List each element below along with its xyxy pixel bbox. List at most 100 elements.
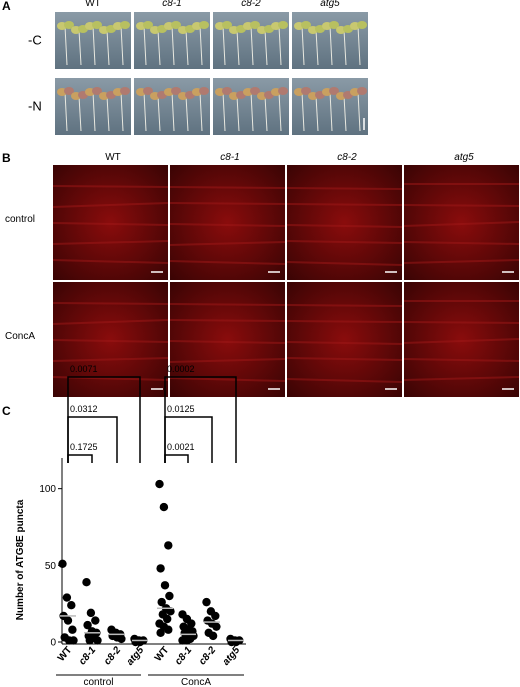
data-point bbox=[211, 611, 220, 621]
data-point bbox=[165, 591, 174, 601]
cell-wall bbox=[286, 357, 403, 361]
p-value: 0.0021 bbox=[167, 442, 195, 452]
micrograph bbox=[287, 165, 402, 280]
seedling-root bbox=[236, 95, 240, 132]
data-point bbox=[69, 636, 78, 645]
data-point bbox=[182, 636, 192, 645]
comparison-bracket bbox=[164, 376, 237, 463]
seedling-root bbox=[78, 95, 82, 132]
seedling-leaf bbox=[171, 87, 181, 95]
seedling-root bbox=[92, 25, 96, 66]
column-label: c8-1 bbox=[162, 0, 181, 9]
cell-wall bbox=[403, 241, 520, 245]
data-point bbox=[62, 593, 72, 602]
column-label: atg5 bbox=[454, 152, 474, 163]
data-point bbox=[164, 541, 173, 550]
cell-wall bbox=[52, 302, 169, 305]
data-point bbox=[155, 479, 164, 489]
seedling-root bbox=[250, 91, 254, 132]
seedling-root bbox=[157, 29, 161, 66]
cell-wall bbox=[403, 338, 520, 344]
cell-wall bbox=[169, 241, 286, 246]
seedling-root bbox=[278, 91, 282, 132]
seedling-leaf bbox=[222, 87, 232, 95]
seedling-leaf bbox=[64, 87, 74, 95]
x-tick-label: c8-2 bbox=[197, 645, 219, 668]
seedling-root bbox=[222, 91, 226, 132]
p-value: 0.0125 bbox=[167, 404, 195, 414]
data-point bbox=[82, 578, 91, 587]
cell-wall bbox=[169, 186, 286, 189]
seedling-leaf bbox=[64, 21, 74, 29]
cell-wall bbox=[286, 261, 403, 266]
seedling-root bbox=[357, 25, 361, 66]
seedling-root bbox=[264, 95, 268, 132]
seedling-root bbox=[64, 91, 68, 132]
column-label: c8-1 bbox=[220, 152, 239, 163]
data-point bbox=[63, 616, 73, 625]
cell-wall bbox=[286, 203, 403, 206]
panel-letter: A bbox=[2, 0, 11, 13]
data-point bbox=[83, 620, 92, 630]
column-label: WT bbox=[85, 0, 101, 9]
seedling-leaf bbox=[357, 21, 367, 29]
data-point bbox=[164, 625, 173, 634]
seedling-root bbox=[315, 95, 319, 132]
seedling-root bbox=[64, 25, 68, 66]
cell-wall bbox=[52, 240, 169, 245]
cell-wall bbox=[169, 377, 286, 382]
data-point bbox=[67, 601, 76, 610]
seedling-root bbox=[157, 95, 161, 132]
seedling-leaf bbox=[120, 87, 130, 95]
y-axis-label: Number of ATG8E puncta bbox=[15, 499, 26, 620]
data-point bbox=[117, 634, 126, 644]
y-tick-label: 100 bbox=[39, 484, 56, 495]
seedling-leaf bbox=[171, 21, 181, 29]
seedling-leaf bbox=[143, 21, 153, 29]
cell-wall bbox=[403, 204, 520, 207]
panel-b: WT c8-1 c8-2 atg5 control ConcA bbox=[5, 152, 520, 397]
seedling-leaf bbox=[92, 21, 102, 29]
data-point bbox=[68, 625, 77, 634]
seedling-root bbox=[264, 29, 268, 66]
seedling-root bbox=[199, 91, 203, 132]
seedling-root bbox=[250, 25, 254, 66]
seedling-leaf bbox=[92, 87, 102, 95]
seedling-leaf bbox=[301, 87, 311, 95]
seedling-leaf bbox=[329, 87, 339, 95]
x-tick-label: c8-1 bbox=[173, 645, 195, 668]
panel-a: WT c8-1 c8-2 atg5 -C -N bbox=[28, 0, 368, 135]
seedling-leaf bbox=[199, 21, 209, 29]
cell-wall bbox=[286, 224, 403, 228]
seedling-root bbox=[171, 25, 175, 66]
cell-wall bbox=[403, 376, 520, 381]
cell-wall bbox=[52, 259, 169, 264]
comparison-bracket bbox=[67, 376, 141, 463]
data-point bbox=[159, 502, 169, 512]
data-point bbox=[163, 614, 172, 624]
seedling-root bbox=[343, 29, 347, 66]
p-value: 0.0071 bbox=[70, 364, 98, 374]
data-point bbox=[156, 628, 165, 637]
seedling-root bbox=[315, 29, 319, 66]
x-tick-label: c8-2 bbox=[102, 645, 124, 668]
seedling-root bbox=[301, 91, 305, 132]
seedling-root bbox=[329, 25, 333, 66]
data-point bbox=[187, 619, 196, 628]
data-point bbox=[93, 636, 102, 645]
cell-wall bbox=[403, 321, 520, 324]
cell-wall bbox=[169, 340, 286, 344]
data-point bbox=[86, 608, 96, 618]
x-tick-label: WT bbox=[56, 645, 74, 664]
row-label: -C bbox=[28, 33, 42, 48]
micrograph bbox=[287, 282, 402, 397]
group-label: control bbox=[83, 677, 113, 687]
cell-wall bbox=[169, 260, 286, 265]
data-point bbox=[157, 597, 166, 607]
seedling-root bbox=[106, 95, 110, 132]
row-label: ConcA bbox=[5, 331, 35, 342]
seedling-root bbox=[301, 25, 305, 66]
data-point bbox=[208, 631, 218, 641]
